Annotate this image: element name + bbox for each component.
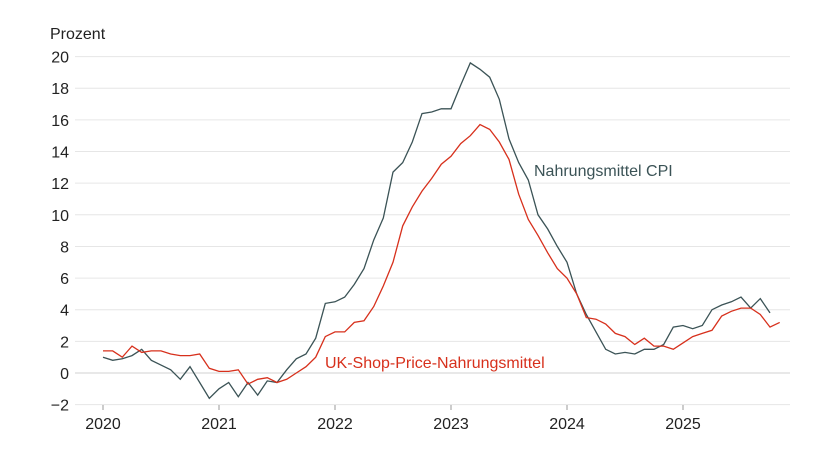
series-line-shop-price xyxy=(103,123,780,385)
y-tick-label: 6 xyxy=(60,271,69,288)
x-tick-label: 2020 xyxy=(85,416,121,433)
y-axis-label: Prozent xyxy=(50,26,106,43)
y-tick-label: 20 xyxy=(51,50,69,67)
x-tick-label: 2024 xyxy=(549,416,585,433)
y-tick-label: 18 xyxy=(51,81,69,98)
y-tick-label: 2 xyxy=(60,334,69,351)
y-tick-label: 0 xyxy=(60,366,69,383)
y-tick-label: 10 xyxy=(51,208,69,225)
series-line-cpi xyxy=(102,61,771,400)
x-tick-label: 2022 xyxy=(317,416,353,433)
y-tick-label: 12 xyxy=(51,176,69,193)
x-tick-label: 2023 xyxy=(433,416,469,433)
x-tick-label: 2025 xyxy=(665,416,701,433)
y-tick-label: 14 xyxy=(51,145,69,162)
y-tick-label: −2 xyxy=(51,398,69,415)
y-tick-label: 8 xyxy=(60,239,69,256)
y-tick-label: 16 xyxy=(51,113,69,130)
y-tick-label: 4 xyxy=(60,303,69,320)
legend-label-shop-price: UK-Shop-Price-Nahrungsmittel xyxy=(325,355,545,372)
x-tick-label: 2021 xyxy=(201,416,237,433)
legend-label-cpi: Nahrungsmittel CPI xyxy=(534,163,673,180)
